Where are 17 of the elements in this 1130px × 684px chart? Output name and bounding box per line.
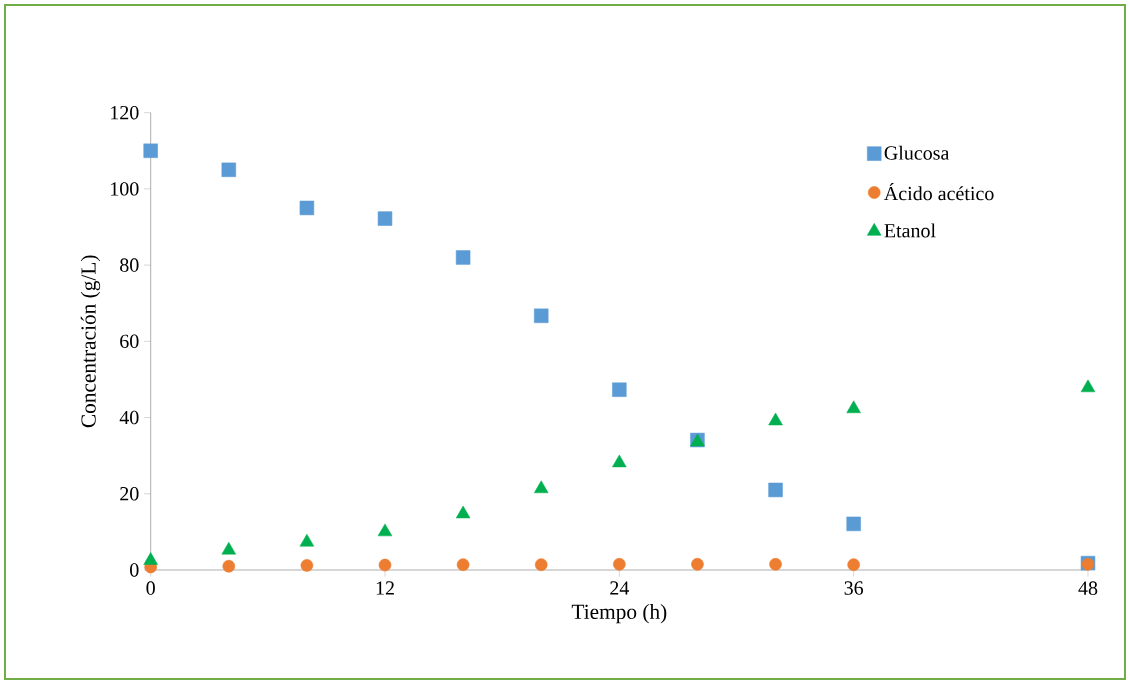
x-tick-label: 0 [146,581,155,595]
x-axis-title: Tiempo (h) [571,604,667,624]
y-axis-title: Concentración (g/L) [80,255,101,428]
x-tick-label: 24 [610,581,630,595]
y-tick-label: 40 [119,410,139,425]
y-tick-label: 60 [120,334,139,349]
legend-label: Glucosa [884,145,950,160]
x-tick-label: 12 [376,581,394,595]
y-tick-label: 0 [130,563,139,577]
x-tick-label: 36 [844,581,864,595]
legend-label: Etanol [884,223,936,238]
y-tick-label: 100 [111,182,139,196]
x-tick-label: 48 [1078,581,1098,595]
y-tick-label: 120 [111,105,139,120]
y-tick-label: 80 [120,258,139,272]
legend-label: Ácido acético [884,182,994,201]
y-tick-label: 20 [120,487,139,501]
